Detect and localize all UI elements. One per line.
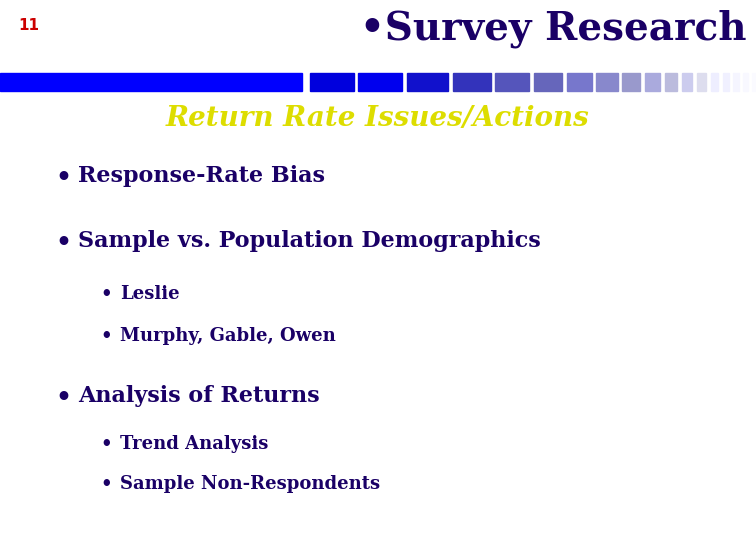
Text: Sample vs. Population Demographics: Sample vs. Population Demographics (78, 230, 541, 252)
Bar (407, 73, 448, 91)
Text: Sample Non-Respondents: Sample Non-Respondents (120, 475, 380, 493)
Bar (752, 73, 756, 91)
Text: 11: 11 (18, 18, 39, 33)
Text: •: • (100, 475, 112, 493)
Text: •: • (55, 165, 71, 189)
Text: Leslie: Leslie (120, 285, 180, 303)
Text: •: • (100, 327, 112, 345)
Text: Analysis of Returns: Analysis of Returns (78, 385, 320, 407)
Bar (567, 73, 592, 91)
Bar (0, 73, 302, 91)
Text: •: • (55, 230, 71, 254)
Bar (645, 73, 660, 91)
Bar (723, 73, 729, 91)
Bar (495, 73, 529, 91)
Text: Trend Analysis: Trend Analysis (120, 435, 268, 453)
Bar (743, 73, 748, 91)
Bar (596, 73, 618, 91)
Bar (534, 73, 562, 91)
Bar (697, 73, 706, 91)
Bar (665, 73, 677, 91)
Bar (733, 73, 739, 91)
Text: •: • (55, 385, 71, 409)
Text: •Survey Research: •Survey Research (360, 10, 746, 49)
Text: Murphy, Gable, Owen: Murphy, Gable, Owen (120, 327, 336, 345)
Bar (358, 73, 402, 91)
Bar (310, 73, 354, 91)
Text: Response-Rate Bias: Response-Rate Bias (78, 165, 325, 187)
Bar (622, 73, 640, 91)
Text: •: • (100, 435, 112, 453)
Text: Return Rate Issues/Actions: Return Rate Issues/Actions (166, 105, 590, 132)
Bar (682, 73, 692, 91)
Text: •: • (100, 285, 112, 303)
Bar (453, 73, 491, 91)
Bar (711, 73, 718, 91)
